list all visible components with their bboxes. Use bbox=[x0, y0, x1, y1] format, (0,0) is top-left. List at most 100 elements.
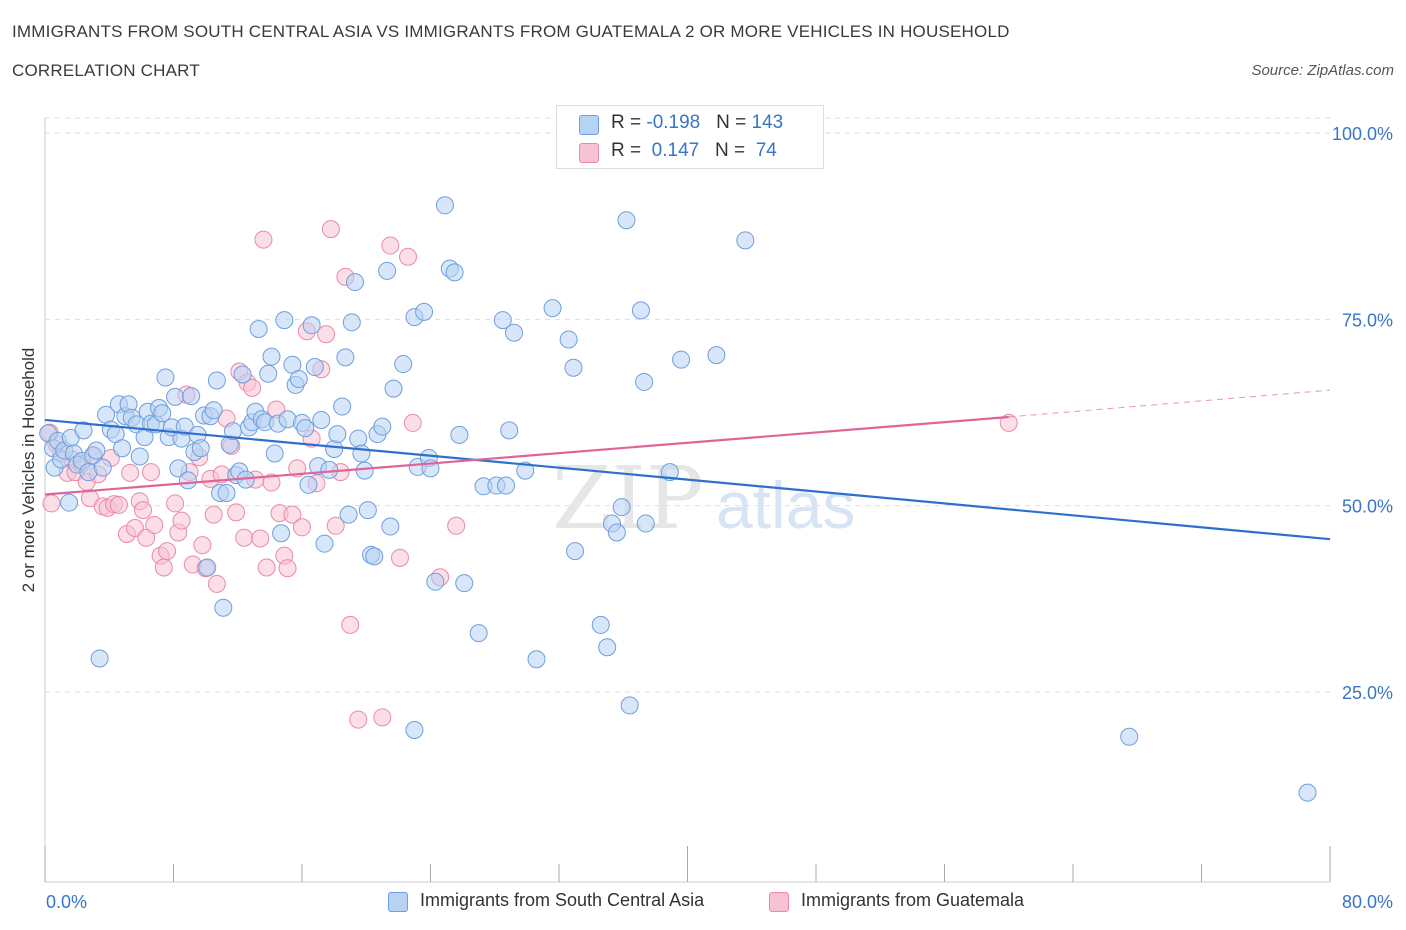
south-central-asia-point bbox=[566, 542, 585, 561]
south-central-asia-point bbox=[90, 649, 109, 668]
y-tick-label: 50.0% bbox=[1342, 497, 1393, 517]
south-central-asia-point bbox=[312, 410, 331, 429]
chart-subtitle: CORRELATION CHART bbox=[12, 61, 200, 80]
guatemala-point bbox=[390, 548, 409, 567]
south-central-asia-point bbox=[302, 316, 321, 335]
south-central-asia-point bbox=[320, 460, 339, 479]
south-central-asia-point bbox=[296, 419, 315, 438]
y-axis-label-wrap: 2 or more Vehicles in Household bbox=[14, 300, 44, 640]
south-central-asia-point bbox=[207, 371, 226, 390]
south-central-asia-point bbox=[381, 517, 400, 536]
south-central-asia-point bbox=[204, 401, 223, 420]
watermark: ZIP atlas bbox=[552, 449, 855, 549]
stats-text: R = -0.198 N = 143 bbox=[611, 112, 783, 134]
y-axis-label: 2 or more Vehicles in Household bbox=[19, 347, 38, 593]
south-central-asia-point bbox=[275, 311, 294, 330]
south-central-asia-point bbox=[130, 447, 149, 466]
guatemala-point bbox=[166, 494, 185, 513]
south-central-asia-point bbox=[660, 463, 679, 482]
guatemala-point bbox=[42, 494, 61, 513]
south-central-asia-point bbox=[182, 387, 201, 406]
south-central-asia-point bbox=[591, 615, 610, 634]
south-central-asia-point bbox=[415, 302, 434, 321]
south-central-asia-point bbox=[198, 558, 217, 577]
guatemala-point bbox=[403, 413, 422, 432]
south-central-asia-point bbox=[166, 387, 185, 406]
guatemala-point bbox=[154, 558, 173, 577]
south-central-asia-point bbox=[178, 471, 197, 490]
watermark-atlas: atlas bbox=[716, 468, 855, 542]
guatemala-point bbox=[121, 463, 140, 482]
south-central-asia-point bbox=[405, 721, 424, 740]
south-central-asia-point bbox=[358, 501, 377, 520]
guatemala-point bbox=[317, 325, 336, 344]
guatemala-point bbox=[142, 463, 161, 482]
legend-label: Immigrants from Guatemala bbox=[801, 890, 1025, 910]
south-central-asia-point bbox=[612, 498, 631, 517]
south-central-asia-point bbox=[74, 421, 93, 440]
south-central-asia-point bbox=[336, 348, 355, 367]
r-value: 0.147 bbox=[646, 140, 700, 161]
south-central-asia-point bbox=[469, 624, 488, 643]
south-central-asia-point bbox=[500, 421, 519, 440]
legend-item-south-central-asia: Immigrants from South Central Asia bbox=[388, 890, 748, 914]
south-central-asia-point bbox=[259, 364, 278, 383]
south-central-asia-point bbox=[527, 650, 546, 669]
guatemala-point bbox=[254, 230, 273, 249]
blue-legend-swatch bbox=[388, 892, 408, 912]
y-tick-label: 100.0% bbox=[1332, 124, 1393, 144]
south-central-asia-point bbox=[156, 368, 175, 387]
south-central-asia-point bbox=[516, 461, 535, 480]
south-central-asia-point bbox=[93, 458, 112, 477]
south-central-asia-point bbox=[636, 514, 655, 533]
trend-lines bbox=[44, 389, 1331, 541]
guatemala-point bbox=[109, 495, 128, 514]
stats-legend: R = -0.198 N = 143 R = 0.147 N = 74 bbox=[556, 105, 824, 169]
x-tick-label-max: 80.0% bbox=[1342, 892, 1393, 912]
south-central-asia-point bbox=[435, 196, 454, 215]
guatemala-point bbox=[999, 413, 1018, 432]
guatemala-point bbox=[278, 559, 297, 578]
south-central-asia-point bbox=[1120, 727, 1139, 746]
guatemala-point bbox=[262, 473, 281, 492]
watermark-zip: ZIP bbox=[552, 449, 704, 549]
grid-lines bbox=[45, 117, 1330, 693]
guatemala-point bbox=[293, 518, 311, 537]
pink-swatch bbox=[579, 143, 599, 163]
y-tick-label: 25.0% bbox=[1342, 683, 1393, 703]
south-central-asia-point bbox=[153, 404, 172, 423]
south-central-asia-point bbox=[352, 444, 371, 463]
legend-label: Immigrants from South Central Asia bbox=[420, 890, 705, 910]
south-central-asia-point bbox=[272, 524, 291, 543]
south-central-asia-trend-line bbox=[44, 418, 1331, 541]
south-central-asia-point bbox=[113, 439, 132, 458]
guatemala-point bbox=[243, 378, 262, 397]
south-central-asia-point bbox=[493, 311, 512, 330]
south-central-asia-point bbox=[249, 320, 268, 339]
south-central-asia-point bbox=[543, 299, 562, 318]
south-central-asia-point bbox=[87, 441, 106, 460]
south-central-asia-point bbox=[455, 574, 474, 593]
south-central-asia-point bbox=[325, 440, 344, 459]
south-central-asia-point bbox=[559, 330, 578, 349]
series-south-central-asia-points bbox=[39, 196, 1317, 802]
south-central-asia-point bbox=[265, 444, 284, 463]
guatemala-point bbox=[251, 529, 270, 548]
source-label: Source: ZipAtlas.com bbox=[1251, 62, 1394, 79]
south-central-asia-point bbox=[262, 347, 281, 366]
south-central-asia-point bbox=[378, 261, 397, 280]
south-central-asia-point bbox=[315, 534, 334, 553]
tick-labels: 25.0% 50.0% 75.0% 100.0% 0.0% 80.0% bbox=[46, 124, 1393, 912]
south-central-asia-point bbox=[217, 483, 236, 502]
guatemala-point bbox=[193, 536, 212, 555]
south-central-asia-point bbox=[496, 476, 515, 495]
south-central-asia-point bbox=[342, 313, 361, 332]
south-central-asia-point bbox=[339, 505, 358, 524]
x-tick-label-min: 0.0% bbox=[46, 892, 87, 912]
chart-title: IMMIGRANTS FROM SOUTH CENTRAL ASIA VS IM… bbox=[12, 22, 1010, 41]
guatemala-point bbox=[235, 528, 254, 547]
guatemala-point bbox=[257, 558, 276, 577]
south-central-asia-point bbox=[346, 273, 365, 292]
guatemala-point bbox=[399, 247, 418, 266]
guatemala-point bbox=[381, 236, 400, 255]
